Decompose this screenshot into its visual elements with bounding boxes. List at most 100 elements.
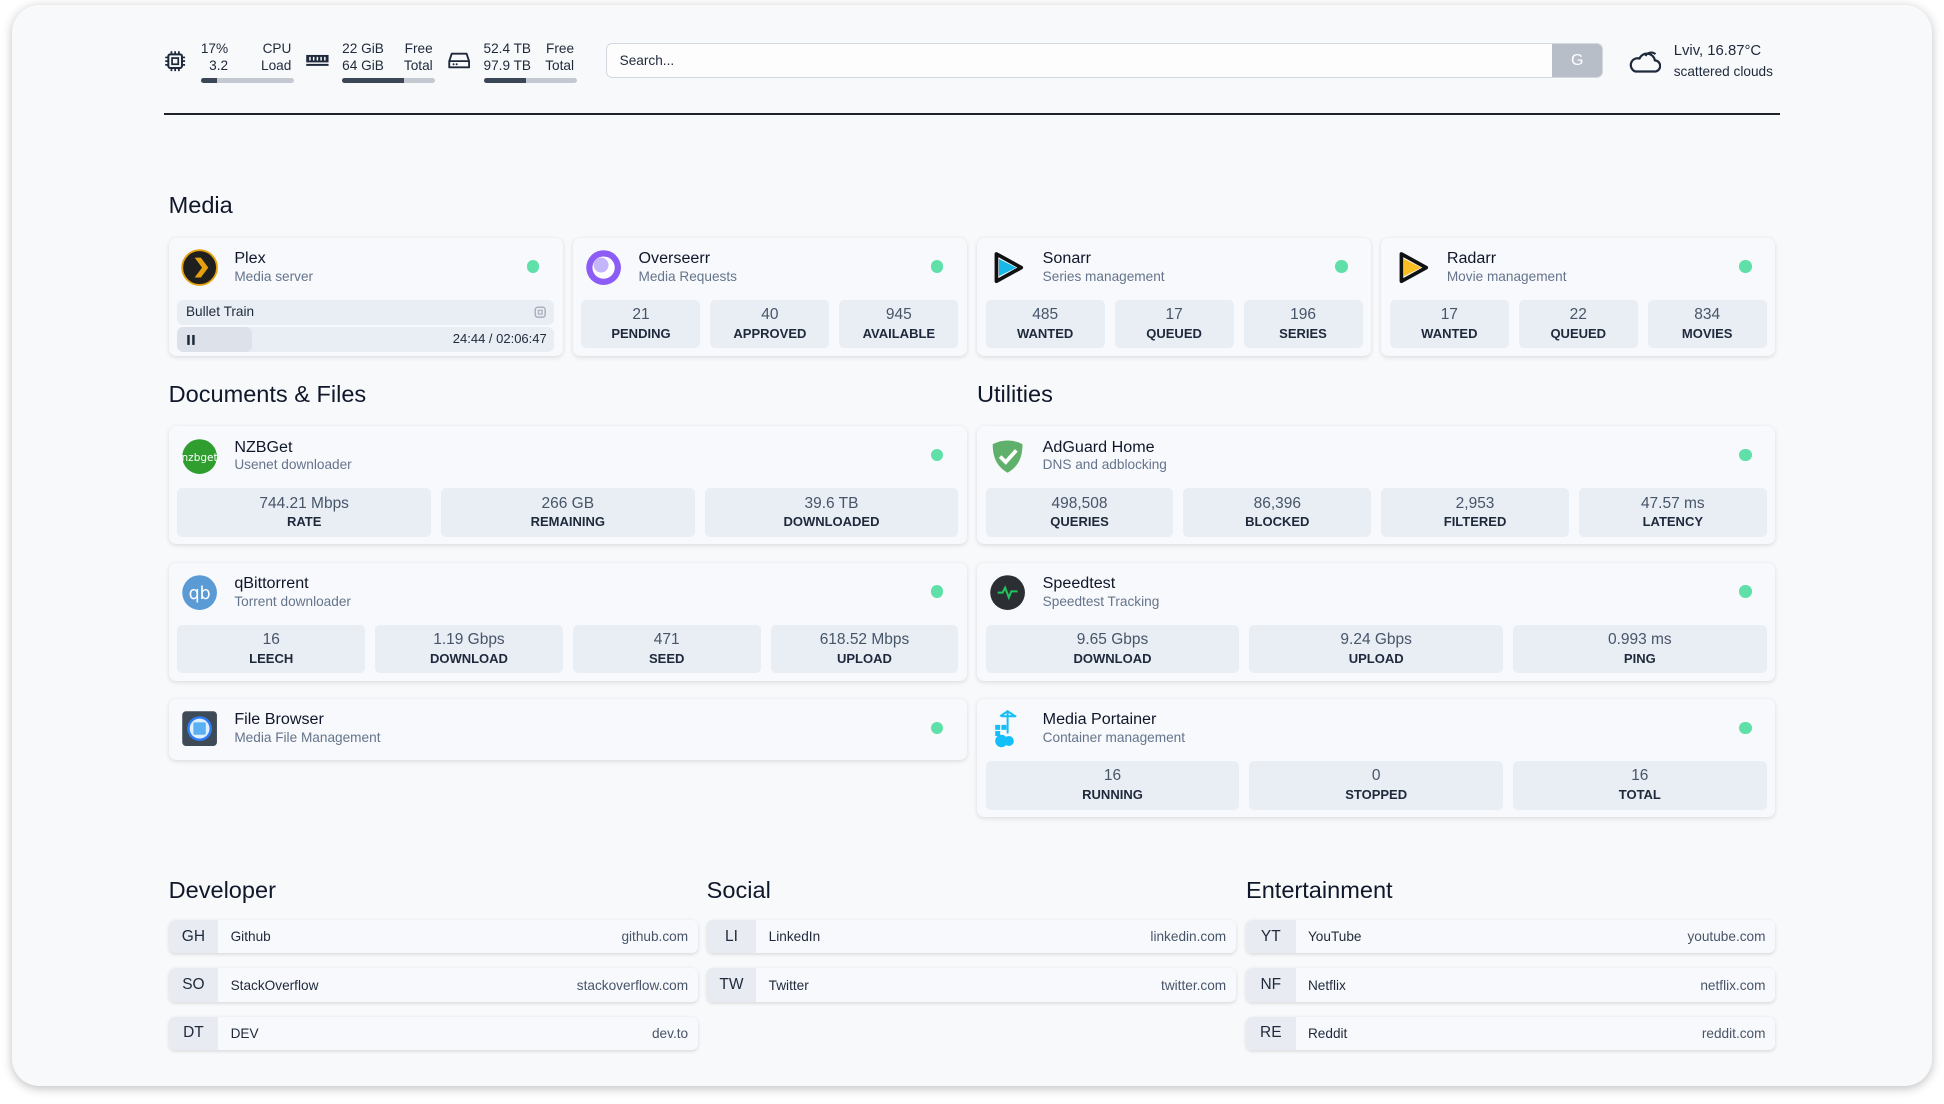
- bookmark-name: LinkedIn: [768, 929, 821, 945]
- stat-value: 1.19 Gbps: [433, 631, 505, 649]
- stat-label: PING: [1623, 650, 1656, 666]
- stats-row: 498,508 QUERIES 86,396 BLOCKED 2,953 FILTERED…: [985, 488, 1767, 537]
- service-name: Sonarr: [1042, 249, 1092, 268]
- bookmark-linkedin[interactable]: LI LinkedIn linkedin.com: [706, 919, 1237, 954]
- service-description: Torrent downloader: [234, 593, 351, 609]
- bookmark-abbr: RE: [1245, 1016, 1296, 1051]
- service-card-plex[interactable]: Plex Media server Bullet Train 24:44 / 0…: [168, 238, 563, 356]
- total-label: Total: [403, 58, 433, 74]
- bookmark-url: dev.to: [651, 1025, 689, 1041]
- status-indicator: [931, 448, 944, 462]
- bookmark-github[interactable]: GH Github github.com: [168, 919, 698, 954]
- radarr-icon: [1399, 252, 1428, 284]
- service-name: Plex: [234, 249, 266, 268]
- stat-value: 618.52 Mbps: [819, 631, 910, 649]
- pause-icon[interactable]: [186, 334, 196, 345]
- service-card-media-portainer[interactable]: Media Portainer Container management 16 R…: [976, 699, 1776, 817]
- cloud-icon: [1629, 51, 1661, 74]
- service-description: Media Requests: [638, 269, 737, 285]
- stat-value: 498,508: [1051, 494, 1108, 512]
- stat-label: UPLOAD: [1348, 650, 1404, 666]
- stat-label: DOWNLOAD: [1073, 650, 1152, 666]
- stat-label: TOTAL: [1618, 787, 1661, 802]
- status-indicator: [1335, 260, 1348, 273]
- disk-free-value: 52.4 TB: [483, 40, 531, 56]
- stat-running: 16 RUNNING: [985, 761, 1240, 810]
- portainer-icon: [995, 710, 1017, 748]
- stat-label: RUNNING: [1082, 787, 1143, 802]
- service-name: File Browser: [234, 710, 324, 729]
- bookmark-abbr: NF: [1245, 968, 1296, 1002]
- bookmark-url: youtube.com: [1687, 929, 1766, 945]
- now-playing-row: Bullet Train: [177, 300, 555, 325]
- disk-usage-bar: [483, 78, 577, 84]
- stat-label: PENDING: [611, 325, 671, 341]
- ram-free-value: 22 GiB: [342, 40, 384, 56]
- service-description: Movie management: [1446, 269, 1567, 285]
- cpu-icon: [164, 50, 185, 71]
- bookmark-name: YouTube: [1307, 929, 1362, 945]
- service-card-adguard-home[interactable]: AdGuard Home DNS and adblocking 498,508 Q…: [976, 426, 1776, 545]
- stat-wanted: 17 WANTED: [1389, 300, 1509, 349]
- service-card-file-browser[interactable]: File Browser Media File Management: [168, 699, 968, 760]
- cpu-load-sub: 3.2: [209, 58, 229, 74]
- bookmark-stackoverflow[interactable]: SO StackOverflow stackoverflow.com: [168, 968, 698, 1002]
- search-input[interactable]: [607, 44, 1550, 77]
- bookmark-twitter[interactable]: TW Twitter twitter.com: [706, 968, 1237, 1002]
- service-card-overseerr[interactable]: Overseerr Media Requests 21 PENDING 40 APPR…: [572, 238, 968, 356]
- bookmark-url: reddit.com: [1701, 1025, 1766, 1041]
- stat-queued: 22 QUEUED: [1518, 300, 1638, 349]
- status-indicator: [1739, 585, 1752, 598]
- service-card-qbittorrent[interactable]: qb qBittorrent Torrent downloader 16 LEEC…: [168, 562, 968, 681]
- bookmark-name: Twitter: [768, 977, 809, 993]
- stat-rate: 744.21 Mbps RATE: [177, 488, 432, 537]
- stat-value: 9.65 Gbps: [1076, 631, 1149, 649]
- bookmark-name: DEV: [230, 1025, 259, 1041]
- bookmark-abbr: DT: [168, 1016, 219, 1051]
- service-description: DNS and adblocking: [1042, 457, 1167, 473]
- bookmark-youtube[interactable]: YT YouTube youtube.com: [1245, 919, 1776, 954]
- stat-label: QUEUED: [1550, 325, 1607, 341]
- stat-label: STOPPED: [1345, 787, 1408, 802]
- overseerr-icon: [586, 250, 622, 286]
- stat-upload: 618.52 Mbps UPLOAD: [770, 624, 959, 674]
- bookmark-dev[interactable]: DT DEV dev.to: [168, 1016, 698, 1051]
- bookmark-url: twitter.com: [1161, 977, 1227, 993]
- stat-value: 744.21 Mbps: [259, 494, 349, 512]
- media-type-icon: [534, 306, 547, 319]
- plex-icon: [181, 249, 218, 287]
- stat-label: APPROVED: [733, 325, 807, 341]
- service-name: AdGuard Home: [1042, 437, 1155, 456]
- load-label: Load: [261, 58, 292, 74]
- stat-value: 40: [761, 306, 779, 324]
- stat-remaining: 266 GB REMAINING: [440, 488, 695, 537]
- section-social: Social: [706, 876, 771, 903]
- stat-label: RATE: [286, 514, 322, 530]
- playback-progress[interactable]: 24:44 / 02:06:47: [177, 327, 555, 353]
- stat-value: 21: [632, 306, 650, 324]
- search-engine-button[interactable]: G: [1552, 44, 1603, 77]
- bookmark-netflix[interactable]: NF Netflix netflix.com: [1245, 968, 1776, 1002]
- stat-downloaded: 39.6 TB DOWNLOADED: [704, 488, 959, 537]
- service-card-sonarr[interactable]: Sonarr Series management 485 WANTED 17 QUEU…: [976, 238, 1372, 356]
- stat-available: 945 AVAILABLE: [839, 300, 959, 349]
- stat-label: LEECH: [249, 650, 294, 666]
- stat-value: 17: [1165, 306, 1183, 324]
- bookmark-name: Reddit: [1307, 1025, 1348, 1041]
- bookmark-abbr: TW: [706, 968, 757, 1002]
- stat-queued: 17 QUEUED: [1114, 300, 1234, 349]
- service-card-radarr[interactable]: Radarr Movie management 17 WANTED 22 QUEUED…: [1381, 238, 1776, 356]
- stat-label: REMAINING: [530, 514, 605, 530]
- stat-label: SERIES: [1279, 325, 1327, 341]
- stat-download: 9.65 Gbps DOWNLOAD: [985, 624, 1240, 674]
- bookmark-reddit[interactable]: RE Reddit reddit.com: [1245, 1016, 1776, 1051]
- status-indicator: [931, 721, 944, 734]
- service-name: Radarr: [1446, 249, 1497, 268]
- stat-label: DOWNLOADED: [783, 514, 880, 530]
- status-indicator: [1739, 448, 1752, 462]
- service-card-nzbget[interactable]: nzbget NZBGet Usenet downloader 744.21 M…: [168, 426, 968, 545]
- service-card-speedtest[interactable]: Speedtest Speedtest Tracking 9.65 Gbps DO…: [976, 562, 1776, 681]
- section-documents: Documents & Files: [168, 380, 367, 407]
- stat-upload: 9.24 Gbps UPLOAD: [1249, 624, 1504, 674]
- stat-label: DOWNLOAD: [429, 650, 508, 666]
